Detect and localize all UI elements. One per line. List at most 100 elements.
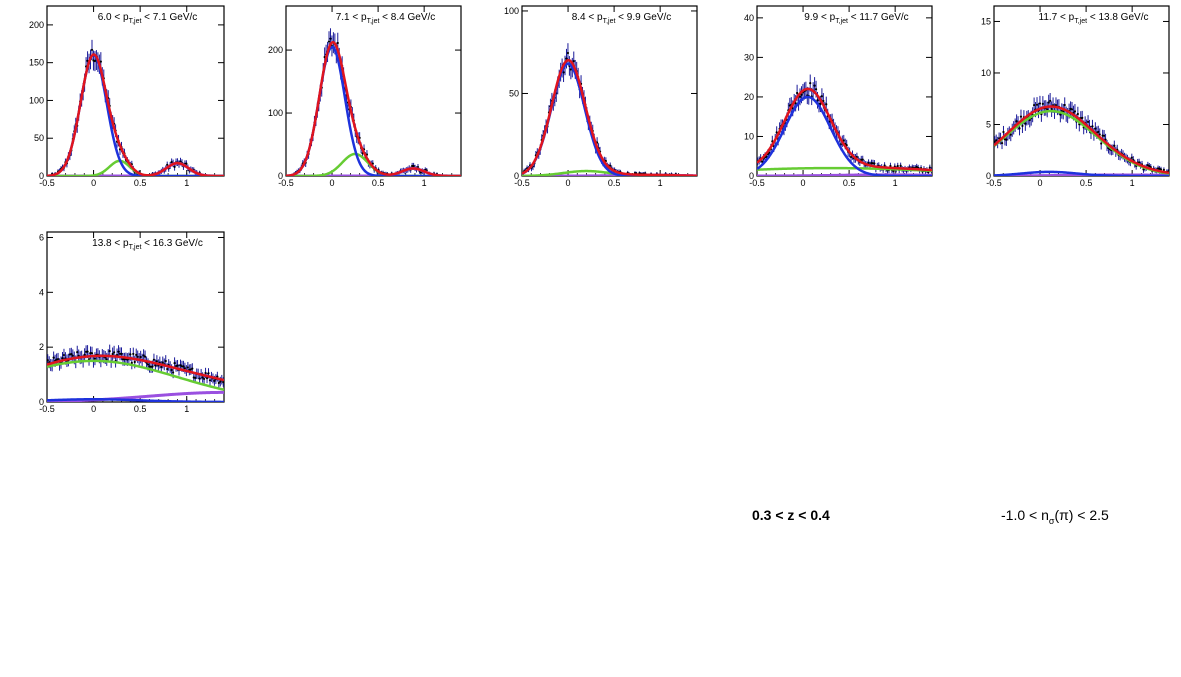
- x-tick-label: 0: [91, 178, 96, 188]
- data-point: [93, 357, 97, 360]
- total-fit-curve: [286, 40, 461, 176]
- y-tick-label: 2: [39, 342, 44, 352]
- x-tick-label: 0.5: [134, 178, 147, 188]
- x-tick-label: -0.5: [749, 178, 765, 188]
- x-tick-label: 0: [566, 178, 571, 188]
- data-point: [83, 353, 86, 356]
- data-point: [1009, 133, 1012, 136]
- pion-fit-curve: [47, 398, 224, 402]
- y-tick-label: 150: [29, 58, 44, 68]
- data-point: [207, 372, 210, 375]
- title-post: < 9.9 GeV/c: [615, 12, 671, 23]
- data-point: [820, 95, 823, 98]
- data-point: [1091, 125, 1094, 128]
- data-point: [194, 376, 197, 379]
- title-sub: T,jet: [1074, 18, 1087, 25]
- plot-frame: [521, 5, 698, 177]
- data-point: [120, 352, 123, 355]
- data-point: [1138, 161, 1141, 164]
- x-tick-label: -0.5: [278, 178, 294, 188]
- data-point: [155, 360, 158, 363]
- title-sub: T,jet: [129, 244, 142, 251]
- data-point: [191, 367, 194, 370]
- y-tick-label: 0: [278, 171, 283, 181]
- plot-frame: [285, 5, 462, 177]
- data-point: [1097, 130, 1100, 133]
- y-tick-label: 0: [749, 171, 754, 181]
- nsigma-range-label: -1.0 < nσ(π) < 2.5: [1001, 507, 1109, 526]
- data-point: [136, 355, 139, 358]
- data-point: [142, 354, 145, 357]
- data-point: [849, 155, 853, 159]
- data-point: [164, 359, 167, 363]
- data-point: [1073, 110, 1077, 113]
- data-point: [1035, 103, 1039, 106]
- data-point: [1063, 103, 1066, 107]
- panel-title: 6.0 < pT,jet < 7.1 GeV/c: [98, 12, 198, 25]
- data-point: [113, 351, 116, 354]
- total-fit-curve: [47, 354, 224, 382]
- y-tick-label: 20: [744, 92, 754, 102]
- x-tick-label: 0: [330, 178, 335, 188]
- data-point: [108, 350, 111, 353]
- y-tick-label: 100: [268, 108, 283, 118]
- data-point: [76, 351, 79, 354]
- title-pre: 8.4 < p: [572, 12, 603, 23]
- y-tick-label: 10: [744, 131, 754, 141]
- data-point: [170, 160, 173, 164]
- data-point: [154, 364, 157, 367]
- data-point: [117, 350, 120, 353]
- data-point: [775, 131, 778, 134]
- title-post: < 7.1 GeV/c: [141, 12, 197, 23]
- data-point: [222, 380, 224, 384]
- data-point: [213, 379, 216, 382]
- data-point: [1049, 99, 1052, 102]
- pion-fit-curve: [286, 45, 461, 176]
- x-tick-label: 1: [658, 178, 663, 188]
- data-point: [185, 162, 188, 165]
- plot-frame: [756, 5, 933, 177]
- data-point: [569, 68, 572, 71]
- data-point: [329, 37, 332, 40]
- title-pre: 7.1 < p: [336, 12, 367, 23]
- data-point: [146, 363, 150, 366]
- data-point: [182, 365, 185, 368]
- total-fit-curve: [994, 105, 1169, 175]
- data-point: [1047, 101, 1050, 104]
- y-tick-label: 50: [34, 133, 44, 143]
- data-point: [135, 353, 138, 356]
- plot-area: [286, 28, 461, 176]
- data-point: [816, 99, 819, 102]
- data-point: [1000, 142, 1004, 145]
- title-pre: 9.9 < p: [804, 12, 835, 23]
- data-point: [1113, 144, 1116, 147]
- data-point: [794, 102, 797, 105]
- data-point: [1076, 112, 1079, 116]
- data-point: [173, 165, 176, 168]
- data-point: [813, 84, 816, 87]
- x-tick-label: 1: [422, 178, 427, 188]
- data-point: [70, 353, 73, 356]
- x-tick-label: 0: [801, 178, 806, 188]
- title-post: < 11.7 GeV/c: [848, 12, 909, 23]
- data-point: [61, 357, 64, 360]
- data-point: [172, 371, 175, 374]
- plot-frame: [46, 5, 225, 177]
- data-point: [133, 360, 136, 364]
- y-tick-label: 0: [39, 171, 44, 181]
- data-point: [1094, 127, 1097, 130]
- data-point: [1050, 108, 1053, 111]
- y-tick-label: 5: [986, 119, 991, 129]
- data-point: [90, 48, 94, 51]
- title-sub: T,jet: [835, 18, 848, 25]
- data-point: [1081, 116, 1084, 119]
- data-point: [198, 377, 201, 380]
- x-tick-label: 1: [184, 178, 189, 188]
- y-tick-label: 30: [744, 52, 754, 62]
- data-point: [47, 359, 49, 362]
- data-point: [1018, 127, 1021, 130]
- data-point: [995, 139, 998, 142]
- y-tick-label: 0: [986, 171, 991, 181]
